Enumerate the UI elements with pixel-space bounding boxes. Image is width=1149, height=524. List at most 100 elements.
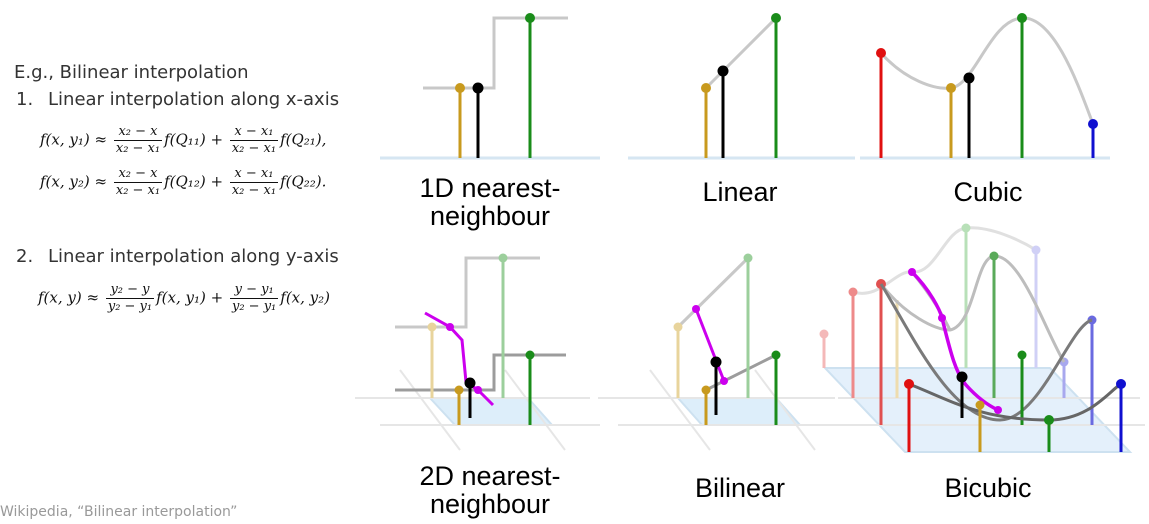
linear-curve bbox=[705, 353, 777, 392]
sample-point bbox=[819, 329, 829, 339]
fraction-numerator: y − y₁ bbox=[229, 282, 279, 299]
interp-point bbox=[446, 323, 454, 331]
sample-point bbox=[743, 253, 753, 263]
sample-point bbox=[525, 350, 535, 360]
step-2-number: 2. bbox=[16, 246, 34, 267]
formula-fraction: y − y₁ y₂ − y₁ bbox=[229, 282, 279, 315]
formula-fraction: x − x₁ x₂ − x₁ bbox=[229, 124, 279, 157]
sample-point bbox=[701, 83, 711, 93]
panel-1d-nearest bbox=[380, 13, 600, 160]
label-bilinear: Bilinear bbox=[694, 473, 786, 503]
step-curve bbox=[395, 353, 566, 392]
query-point bbox=[710, 356, 722, 368]
sample-point bbox=[771, 350, 781, 360]
step-curve bbox=[423, 16, 568, 90]
grid-plane bbox=[675, 397, 803, 426]
sample-point bbox=[498, 253, 508, 263]
sample-point bbox=[1044, 415, 1054, 425]
sample-point bbox=[975, 400, 985, 410]
label-cubic: Cubic bbox=[953, 177, 1023, 207]
sample-point bbox=[427, 322, 437, 332]
fraction-denominator: y₂ − y₁ bbox=[231, 299, 277, 314]
interp-point bbox=[474, 386, 482, 394]
grid-line bbox=[649, 369, 711, 451]
step-1: 1. Linear interpolation along x-axis bbox=[16, 89, 339, 110]
sample-point bbox=[525, 13, 535, 23]
sample-point bbox=[989, 251, 999, 261]
interp-point bbox=[720, 377, 728, 385]
query-point bbox=[464, 377, 476, 389]
formula-f-y2: f(x, y₂) ≈ x₂ − x x₂ − x₁ f(Q₁₂) + x − x₁ x… bbox=[40, 166, 326, 199]
cubic-curve bbox=[879, 16, 1095, 125]
formula-lhs: f(x, y) ≈ bbox=[38, 288, 100, 307]
sample-point bbox=[904, 379, 914, 389]
panel-linear bbox=[628, 13, 855, 160]
formula-term: f(Q₂₂). bbox=[280, 172, 327, 191]
sample-point bbox=[1088, 119, 1098, 129]
panel-2d-nearest bbox=[355, 253, 600, 451]
sample-point bbox=[876, 48, 886, 58]
formula-fraction: x − x₁ x₂ − x₁ bbox=[229, 166, 279, 199]
cubic-curve bbox=[879, 254, 1066, 363]
fraction-numerator: x − x₁ bbox=[229, 124, 279, 141]
source-credit: Wikipedia, “Bilinear interpolation” bbox=[0, 504, 238, 520]
sample-point bbox=[771, 13, 781, 23]
step-2-text: Linear interpolation along y-axis bbox=[48, 246, 339, 267]
grid-line bbox=[504, 369, 566, 451]
fraction-numerator: x₂ − x bbox=[113, 166, 163, 183]
sample-point bbox=[454, 385, 464, 395]
panel-bicubic bbox=[819, 223, 1145, 453]
label-bicubic: Bicubic bbox=[944, 473, 1032, 503]
sample-point bbox=[701, 385, 711, 395]
grid-line bbox=[754, 369, 816, 451]
grid-line bbox=[399, 369, 461, 451]
label-1d-nearest: 1D nearest- neighbour bbox=[419, 173, 561, 231]
formula-term: f(Q₁₁) + bbox=[164, 130, 224, 149]
formula-f-xy: f(x, y) ≈ y₂ − y y₂ − y₁ f(x, y₁) + y − y₁… bbox=[38, 282, 330, 315]
formula-term: f(Q₂₁), bbox=[280, 130, 327, 149]
formula-lhs: f(x, y₁) ≈ bbox=[40, 130, 108, 149]
formula-fraction: x₂ − x x₂ − x₁ bbox=[113, 166, 163, 199]
sample-point bbox=[946, 83, 956, 93]
sample-point bbox=[1116, 379, 1126, 389]
label-2d-nearest: 2D nearest- neighbour bbox=[419, 461, 561, 519]
sample-point bbox=[455, 83, 465, 93]
fraction-denominator: x₂ − x₁ bbox=[231, 141, 277, 156]
step-curve bbox=[395, 256, 540, 329]
sample-point bbox=[1017, 13, 1027, 23]
sample-point bbox=[1031, 245, 1041, 255]
interp-point bbox=[938, 314, 946, 322]
interpolated-curve bbox=[910, 270, 999, 412]
formula-term: f(x, y₂) bbox=[280, 288, 331, 307]
fraction-numerator: y₂ − y bbox=[105, 282, 155, 299]
panel-bilinear bbox=[598, 253, 850, 451]
step-1-number: 1. bbox=[16, 89, 34, 110]
formula-term: f(x, y₁) + bbox=[156, 288, 224, 307]
query-point bbox=[963, 72, 975, 84]
query-point bbox=[717, 65, 729, 77]
fraction-numerator: x₂ − x bbox=[113, 124, 163, 141]
step-2: 2. Linear interpolation along y-axis bbox=[16, 246, 339, 267]
formula-term: f(Q₁₂) + bbox=[164, 172, 224, 191]
fraction-denominator: x₂ − x₁ bbox=[231, 183, 277, 198]
cubic-curve bbox=[879, 283, 1093, 422]
query-point bbox=[956, 371, 968, 383]
sample-point bbox=[848, 287, 858, 297]
query-point bbox=[472, 82, 484, 94]
fraction-denominator: y₂ − y₁ bbox=[107, 299, 153, 314]
panel-cubic bbox=[860, 13, 1110, 160]
formula-fraction: y₂ − y y₂ − y₁ bbox=[105, 282, 155, 315]
step-1-text: Linear interpolation along x-axis bbox=[48, 89, 340, 110]
sample-point bbox=[961, 223, 971, 233]
sample-point bbox=[673, 322, 683, 332]
sample-point bbox=[1017, 350, 1027, 360]
interp-point bbox=[994, 406, 1002, 414]
linear-curve bbox=[704, 16, 778, 90]
formula-lhs: f(x, y₂) ≈ bbox=[40, 172, 108, 191]
formula-f-y1: f(x, y₁) ≈ x₂ − x x₂ − x₁ f(Q₁₁) + x − x₁ x… bbox=[40, 124, 326, 157]
fraction-denominator: x₂ − x₁ bbox=[115, 183, 161, 198]
interpolated-curve bbox=[694, 308, 726, 382]
fraction-denominator: x₂ − x₁ bbox=[115, 141, 161, 156]
fraction-numerator: x − x₁ bbox=[229, 166, 279, 183]
